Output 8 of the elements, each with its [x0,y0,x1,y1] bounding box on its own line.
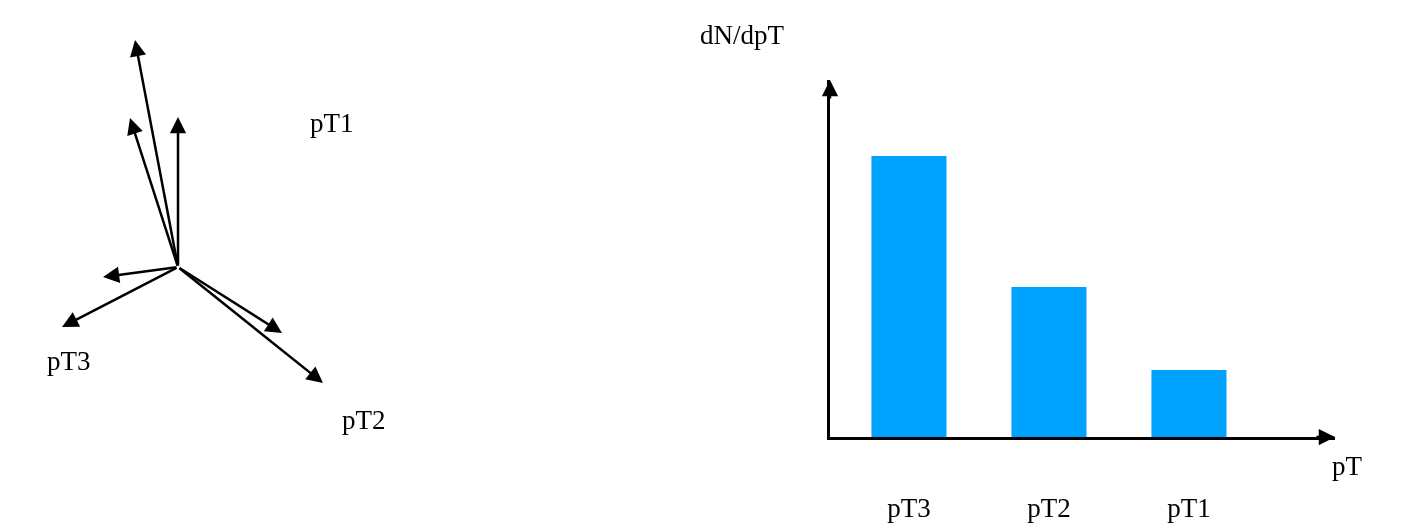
x-tick-label: pT3 [887,493,931,524]
y-axis-title: dN/dpT [700,20,785,50]
text: pT2 [342,405,386,435]
text: pT3 [47,346,91,376]
x-tick-label: pT1 [1167,493,1211,524]
x-tick-label: pT2 [1027,493,1071,524]
x-axis-title: pT [1332,451,1363,481]
text: pT1 [310,108,354,138]
